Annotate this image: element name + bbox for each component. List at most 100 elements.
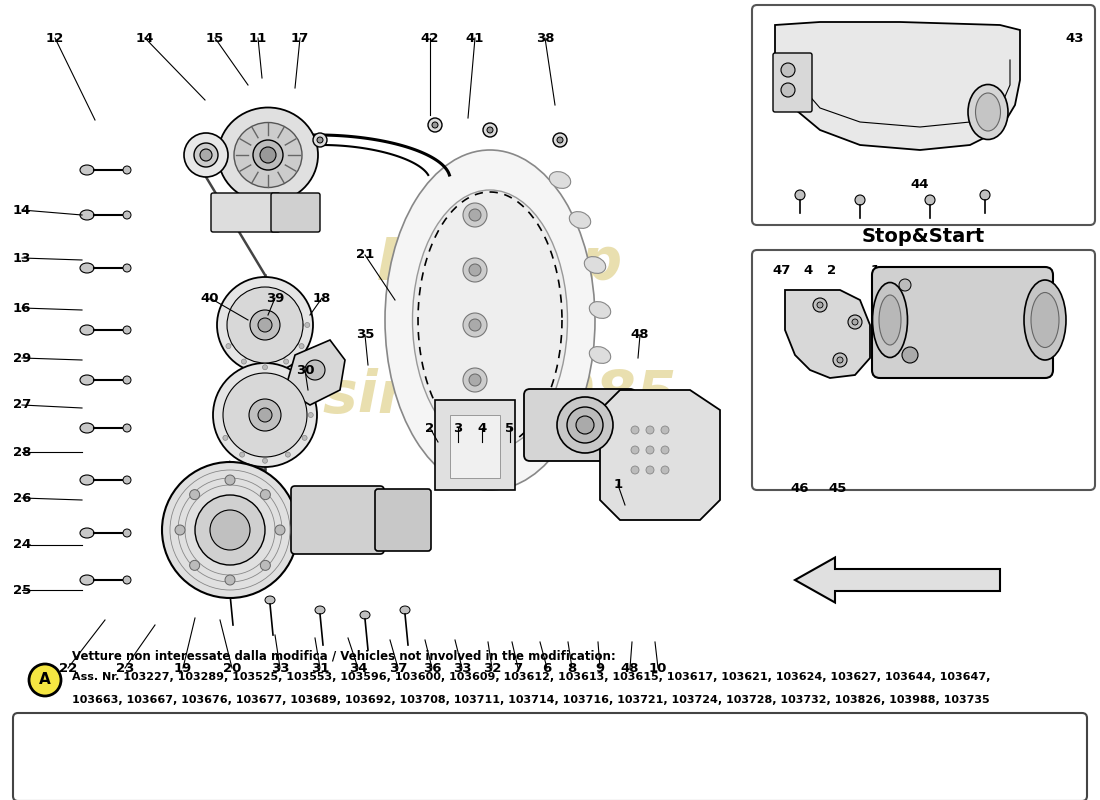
Circle shape	[646, 466, 654, 474]
Ellipse shape	[80, 210, 94, 220]
Text: 43: 43	[1066, 31, 1085, 45]
Ellipse shape	[80, 263, 94, 273]
Ellipse shape	[879, 295, 901, 345]
Ellipse shape	[1024, 280, 1066, 360]
FancyBboxPatch shape	[271, 193, 320, 232]
Circle shape	[463, 258, 487, 282]
Circle shape	[227, 287, 302, 363]
Text: A: A	[40, 673, 51, 687]
Text: 22: 22	[59, 662, 77, 674]
Text: 26: 26	[13, 491, 31, 505]
Circle shape	[302, 435, 307, 440]
Circle shape	[258, 318, 272, 332]
Ellipse shape	[590, 302, 610, 318]
Circle shape	[235, 428, 241, 433]
Circle shape	[263, 451, 267, 457]
Text: Ass. Nr. 103227, 103289, 103525, 103553, 103596, 103600, 103609, 103612, 103613,: Ass. Nr. 103227, 103289, 103525, 103553,…	[72, 672, 990, 682]
Text: 4: 4	[477, 422, 486, 434]
Circle shape	[469, 319, 481, 331]
Circle shape	[463, 203, 487, 227]
Circle shape	[282, 446, 287, 451]
Text: 16: 16	[13, 302, 31, 314]
Circle shape	[855, 195, 865, 205]
Ellipse shape	[570, 437, 591, 454]
Circle shape	[817, 302, 823, 308]
FancyBboxPatch shape	[13, 713, 1087, 800]
Circle shape	[260, 147, 276, 163]
Circle shape	[189, 490, 199, 500]
Circle shape	[980, 190, 990, 200]
Circle shape	[261, 490, 271, 500]
Circle shape	[244, 354, 250, 358]
Text: 25: 25	[13, 583, 31, 597]
FancyBboxPatch shape	[773, 53, 812, 112]
Text: 40: 40	[200, 291, 219, 305]
Circle shape	[463, 368, 487, 392]
Circle shape	[278, 439, 283, 445]
Ellipse shape	[549, 171, 571, 189]
FancyBboxPatch shape	[752, 250, 1094, 490]
Circle shape	[902, 347, 918, 363]
Circle shape	[795, 190, 805, 200]
Circle shape	[557, 397, 613, 453]
FancyBboxPatch shape	[524, 389, 636, 461]
Text: 48: 48	[630, 329, 649, 342]
Ellipse shape	[80, 475, 94, 485]
Circle shape	[781, 83, 795, 97]
Ellipse shape	[360, 611, 370, 619]
Text: 39: 39	[266, 291, 284, 305]
Circle shape	[428, 118, 442, 132]
Text: 8: 8	[568, 662, 576, 674]
Text: 7: 7	[514, 662, 522, 674]
Text: 13: 13	[13, 251, 31, 265]
Ellipse shape	[123, 211, 131, 219]
Circle shape	[280, 354, 286, 358]
Circle shape	[231, 341, 236, 346]
Text: 14: 14	[13, 203, 31, 217]
Circle shape	[631, 426, 639, 434]
Text: 20: 20	[223, 662, 241, 674]
Circle shape	[258, 408, 272, 422]
Ellipse shape	[80, 375, 94, 385]
Text: 1: 1	[614, 478, 623, 491]
Circle shape	[184, 133, 228, 177]
Text: 30: 30	[296, 363, 315, 377]
Circle shape	[837, 357, 843, 363]
Circle shape	[487, 127, 493, 133]
Ellipse shape	[584, 257, 606, 274]
Circle shape	[263, 358, 267, 363]
Circle shape	[284, 359, 288, 364]
FancyBboxPatch shape	[292, 486, 384, 554]
Circle shape	[305, 322, 310, 327]
Circle shape	[299, 344, 304, 349]
FancyArrow shape	[795, 558, 1000, 602]
FancyBboxPatch shape	[872, 267, 1053, 378]
Text: 18: 18	[312, 291, 331, 305]
Ellipse shape	[123, 476, 131, 484]
Ellipse shape	[123, 576, 131, 584]
Text: 46: 46	[791, 482, 810, 494]
Text: 3: 3	[453, 422, 463, 434]
Polygon shape	[285, 340, 345, 405]
Circle shape	[287, 337, 293, 342]
Circle shape	[463, 313, 487, 337]
Ellipse shape	[234, 122, 302, 187]
Circle shape	[294, 341, 299, 346]
Ellipse shape	[590, 346, 610, 363]
Circle shape	[226, 475, 235, 485]
Circle shape	[483, 123, 497, 137]
Circle shape	[223, 435, 228, 440]
Circle shape	[833, 353, 847, 367]
Text: 15: 15	[206, 31, 224, 45]
Circle shape	[213, 363, 317, 467]
Text: 34: 34	[349, 662, 367, 674]
Text: 38: 38	[536, 31, 554, 45]
Circle shape	[277, 347, 282, 353]
Ellipse shape	[80, 165, 94, 175]
Circle shape	[301, 413, 307, 418]
Circle shape	[469, 264, 481, 276]
Ellipse shape	[80, 325, 94, 335]
Text: 36: 36	[422, 662, 441, 674]
Circle shape	[289, 428, 295, 433]
Ellipse shape	[226, 586, 235, 594]
